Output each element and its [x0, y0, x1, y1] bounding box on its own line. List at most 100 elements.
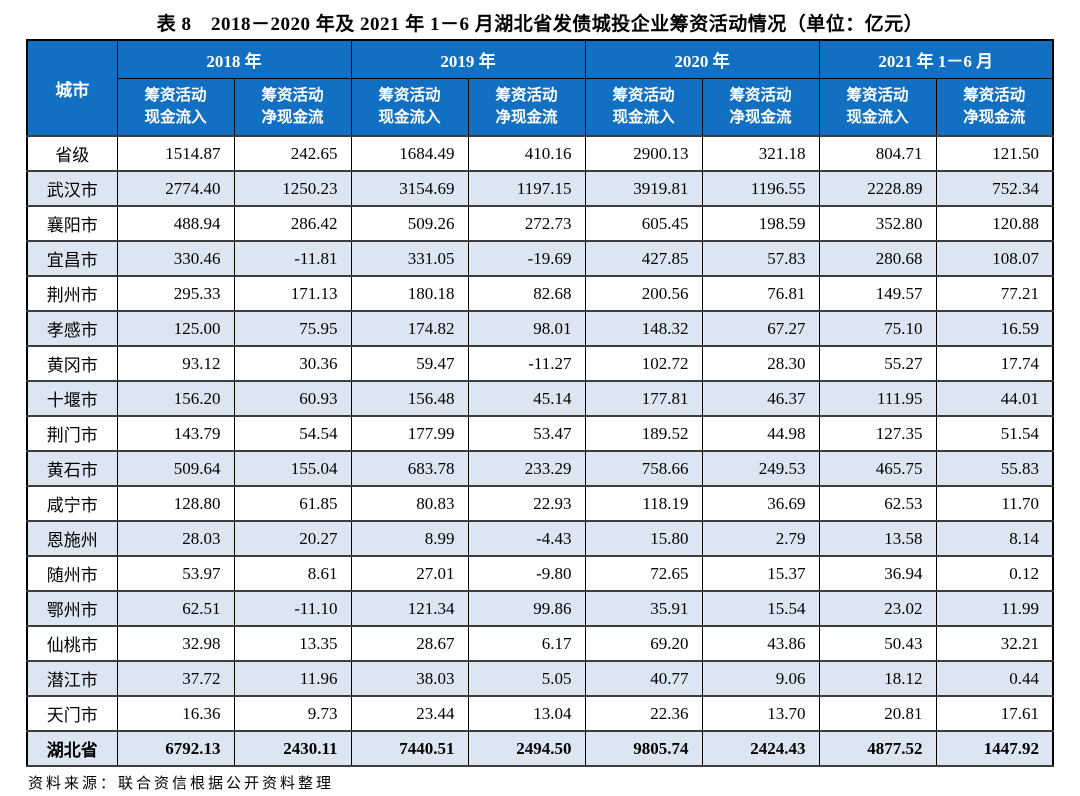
table-cell-value: -11.10: [233, 590, 352, 627]
table-cell-value: 11.99: [935, 590, 1054, 627]
table-cell-value: 69.20: [584, 625, 703, 662]
table-cell-value: 125.00: [116, 310, 235, 347]
table-cell-value: 102.72: [584, 345, 703, 382]
table-cell-value: 0.12: [935, 555, 1054, 592]
table-cell-value: 15.54: [701, 590, 820, 627]
table-cell-value: 36.94: [818, 555, 937, 592]
source-note: 资料来源：联合资信根据公开资料整理: [28, 776, 335, 792]
year-group-2021: 2021 年 1－6 月: [818, 39, 1054, 79]
table-cell-value: -9.80: [467, 555, 586, 592]
sub-header-net-cash-flow: 筹资活动 净现金流: [701, 77, 820, 137]
table-cell-value: 50.43: [818, 625, 937, 662]
table-cell-value: 509.64: [116, 450, 235, 487]
table-cell-value: 28.03: [116, 520, 235, 557]
table-cell-value: 804.71: [818, 135, 937, 172]
table-cell-value: 43.86: [701, 625, 820, 662]
table-cell-value: 60.93: [233, 380, 352, 417]
row-city-label: 天门市: [26, 695, 118, 732]
table-cell-value: 155.04: [233, 450, 352, 487]
table-row: 恩施州 28.03 20.27 8.99 -4.43 15.80 2.79 13.58 8.14: [26, 520, 1054, 557]
table-cell-value: 32.98: [116, 625, 235, 662]
table-cell-value: 5.05: [467, 660, 586, 697]
table-cell-value: 148.32: [584, 310, 703, 347]
sub-header-row: 筹资活动 现金流入 筹资活动 净现金流 筹资活动 现金流入 筹资活动 净现金流 筹资活动 现金流入…: [27, 77, 1054, 137]
table-cell-value: 82.68: [467, 275, 586, 312]
table-body: 省级 1514.87 242.65 1684.49 410.16 2900.13 321.1…: [26, 135, 1054, 767]
table-cell-value: 23.44: [350, 695, 469, 732]
table-cell-value: 13.70: [701, 695, 820, 732]
row-city-label: 潜江市: [26, 660, 118, 697]
table-cell-value: 242.65: [233, 135, 352, 172]
table-cell-value: 1514.87: [116, 135, 235, 172]
table-cell-value: 98.01: [467, 310, 586, 347]
table-cell-value: 15.80: [584, 520, 703, 557]
table-cell-value: -4.43: [467, 520, 586, 557]
table-cell-value: 59.47: [350, 345, 469, 382]
table-cell-value: 8.99: [350, 520, 469, 557]
table-cell-value: 57.83: [701, 240, 820, 277]
table-cell-value: 1197.15: [467, 170, 586, 207]
row-city-label: 随州市: [26, 555, 118, 592]
table-cell-value: 40.77: [584, 660, 703, 697]
table-cell-value: 149.57: [818, 275, 937, 312]
table-cell-value: 352.80: [818, 205, 937, 242]
year-group-2018: 2018 年: [116, 39, 352, 79]
table-cell-value: 37.72: [116, 660, 235, 697]
table-row: 孝感市 125.00 75.95 174.82 98.01 148.32 67.27 75.1…: [26, 310, 1054, 347]
row-city-label: 省级: [26, 135, 118, 172]
table-cell-value: 55.27: [818, 345, 937, 382]
row-city-label: 鄂州市: [26, 590, 118, 627]
table-row: 随州市 53.97 8.61 27.01 -9.80 72.65 15.37 36.94 0.1…: [26, 555, 1054, 592]
table-cell-value: 76.81: [701, 275, 820, 312]
financing-activity-table: 城市 2018 年 2019 年 2020 年 2021 年 1－6 月 筹资活…: [26, 39, 1054, 767]
table-cell-value: 7440.51: [350, 730, 469, 767]
table-cell-value: 9.06: [701, 660, 820, 697]
table-cell-value: 410.16: [467, 135, 586, 172]
table-cell-value: 27.01: [350, 555, 469, 592]
table-cell-value: 11.96: [233, 660, 352, 697]
table-cell-value: 62.51: [116, 590, 235, 627]
table-cell-value: 198.59: [701, 205, 820, 242]
table-cell-value: 77.21: [935, 275, 1054, 312]
table-cell-value: 427.85: [584, 240, 703, 277]
table-cell-value: 8.14: [935, 520, 1054, 557]
table-cell-value: 108.07: [935, 240, 1054, 277]
table-cell-value: 61.85: [233, 485, 352, 522]
table-cell-value: 35.91: [584, 590, 703, 627]
table-row: 武汉市 2774.40 1250.23 3154.69 1197.15 3919.81 11…: [26, 170, 1054, 207]
table-cell-value: 509.26: [350, 205, 469, 242]
table-cell-value: 2494.50: [467, 730, 586, 767]
year-group-2019: 2019 年: [350, 39, 586, 79]
sub-header-cash-inflow: 筹资活动 现金流入: [584, 77, 703, 137]
row-city-label: 十堰市: [26, 380, 118, 417]
table-cell-value: 111.95: [818, 380, 937, 417]
table-row: 省级 1514.87 242.65 1684.49 410.16 2900.13 321.1…: [26, 135, 1054, 172]
table-row: 十堰市 156.20 60.93 156.48 45.14 177.81 46.37 111.…: [26, 380, 1054, 417]
table-row: 黄石市 509.64 155.04 683.78 233.29 758.66 249.53 4…: [26, 450, 1054, 487]
table-cell-value: 2424.43: [701, 730, 820, 767]
table-cell-value: 13.35: [233, 625, 352, 662]
table-cell-value: 233.29: [467, 450, 586, 487]
table-row: 黄冈市 93.12 30.36 59.47 -11.27 102.72 28.30 55.27…: [26, 345, 1054, 382]
table-cell-value: 177.99: [350, 415, 469, 452]
table-cell-value: 22.93: [467, 485, 586, 522]
table-cell-value: 6792.13: [116, 730, 235, 767]
table-cell-value: 272.73: [467, 205, 586, 242]
table-cell-value: 8.61: [233, 555, 352, 592]
table-row: 咸宁市 128.80 61.85 80.83 22.93 118.19 36.69 62.53…: [26, 485, 1054, 522]
table-cell-value: 53.47: [467, 415, 586, 452]
table-cell-value: 2900.13: [584, 135, 703, 172]
table-cell-value: 121.50: [935, 135, 1054, 172]
table-cell-value: -19.69: [467, 240, 586, 277]
table-cell-value: 72.65: [584, 555, 703, 592]
table-cell-value: 51.54: [935, 415, 1054, 452]
table-cell-value: 1250.23: [233, 170, 352, 207]
table-cell-value: 28.67: [350, 625, 469, 662]
table-cell-value: 62.53: [818, 485, 937, 522]
table-cell-value: 286.42: [233, 205, 352, 242]
table-cell-value: 118.19: [584, 485, 703, 522]
table-cell-value: 46.37: [701, 380, 820, 417]
table-cell-value: 93.12: [116, 345, 235, 382]
table-cell-value: 156.20: [116, 380, 235, 417]
